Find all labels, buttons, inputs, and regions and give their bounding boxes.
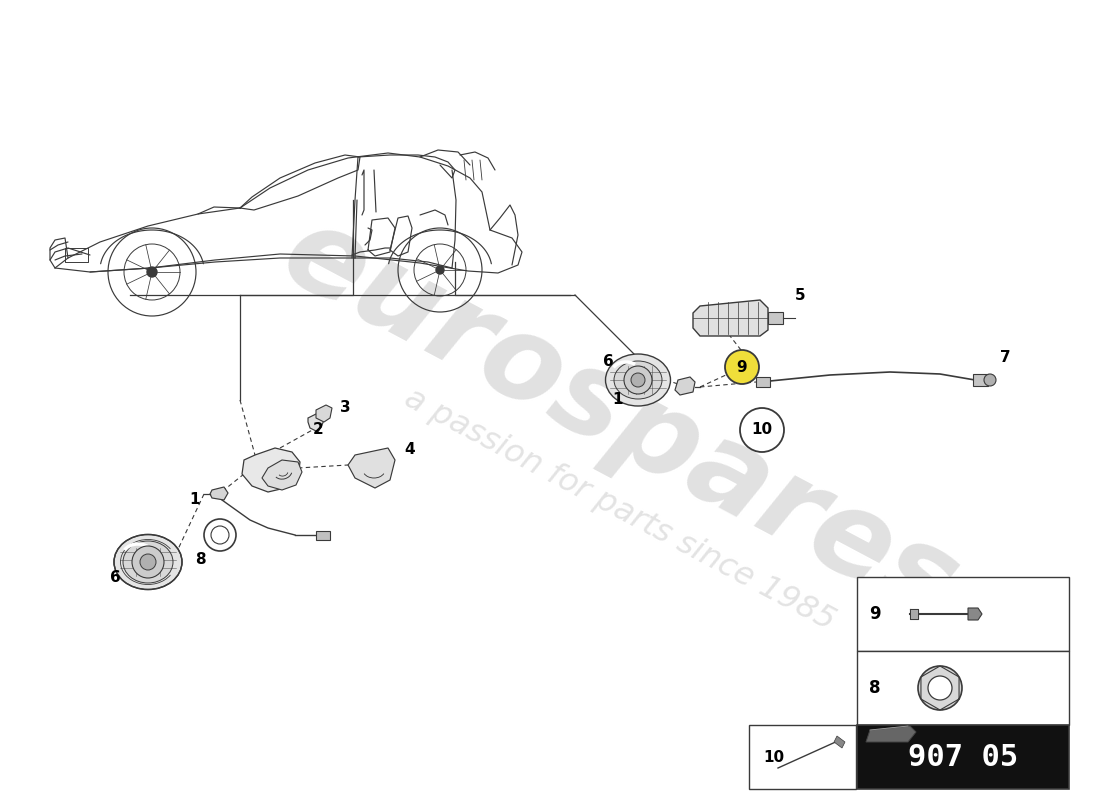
Text: 8: 8 [195, 553, 206, 567]
Ellipse shape [614, 361, 662, 399]
Polygon shape [834, 736, 845, 748]
Polygon shape [866, 726, 916, 742]
Text: eurospares: eurospares [264, 194, 977, 646]
Polygon shape [756, 377, 770, 387]
Text: 8: 8 [869, 679, 881, 697]
Text: 6: 6 [110, 570, 120, 586]
Polygon shape [974, 374, 988, 386]
Text: 1: 1 [189, 493, 200, 507]
Polygon shape [210, 487, 228, 500]
Text: 9: 9 [737, 359, 747, 374]
Text: 907 05: 907 05 [908, 742, 1019, 771]
Circle shape [918, 666, 962, 710]
Text: 6: 6 [603, 354, 614, 370]
Text: 3: 3 [340, 401, 350, 415]
Text: 1: 1 [613, 393, 624, 407]
FancyBboxPatch shape [857, 577, 1069, 651]
FancyBboxPatch shape [857, 725, 1069, 789]
Text: 4: 4 [405, 442, 416, 458]
Text: 7: 7 [1000, 350, 1010, 366]
Circle shape [147, 267, 157, 277]
Text: 9: 9 [869, 605, 881, 623]
Circle shape [740, 408, 784, 452]
Circle shape [132, 546, 164, 578]
Polygon shape [693, 300, 768, 336]
Polygon shape [768, 312, 783, 324]
Circle shape [725, 350, 759, 384]
Text: 2: 2 [312, 422, 323, 438]
Circle shape [211, 526, 229, 544]
Circle shape [928, 676, 952, 700]
Text: 10: 10 [763, 750, 784, 765]
Polygon shape [242, 448, 300, 492]
Polygon shape [348, 448, 395, 488]
Polygon shape [308, 412, 326, 432]
FancyBboxPatch shape [749, 725, 856, 789]
Polygon shape [262, 460, 303, 490]
FancyBboxPatch shape [857, 651, 1069, 725]
Ellipse shape [123, 541, 173, 583]
Ellipse shape [114, 534, 182, 590]
Circle shape [984, 374, 996, 386]
Ellipse shape [605, 354, 671, 406]
Text: 10: 10 [751, 422, 772, 438]
Circle shape [631, 373, 645, 387]
Text: a passion for parts since 1985: a passion for parts since 1985 [399, 383, 840, 637]
Polygon shape [968, 608, 982, 620]
Polygon shape [316, 531, 330, 540]
Polygon shape [910, 609, 918, 619]
Text: 5: 5 [794, 289, 805, 303]
Circle shape [436, 266, 444, 274]
Circle shape [140, 554, 156, 570]
Circle shape [624, 366, 652, 394]
Circle shape [204, 519, 236, 551]
Polygon shape [316, 405, 332, 422]
Polygon shape [675, 377, 695, 395]
